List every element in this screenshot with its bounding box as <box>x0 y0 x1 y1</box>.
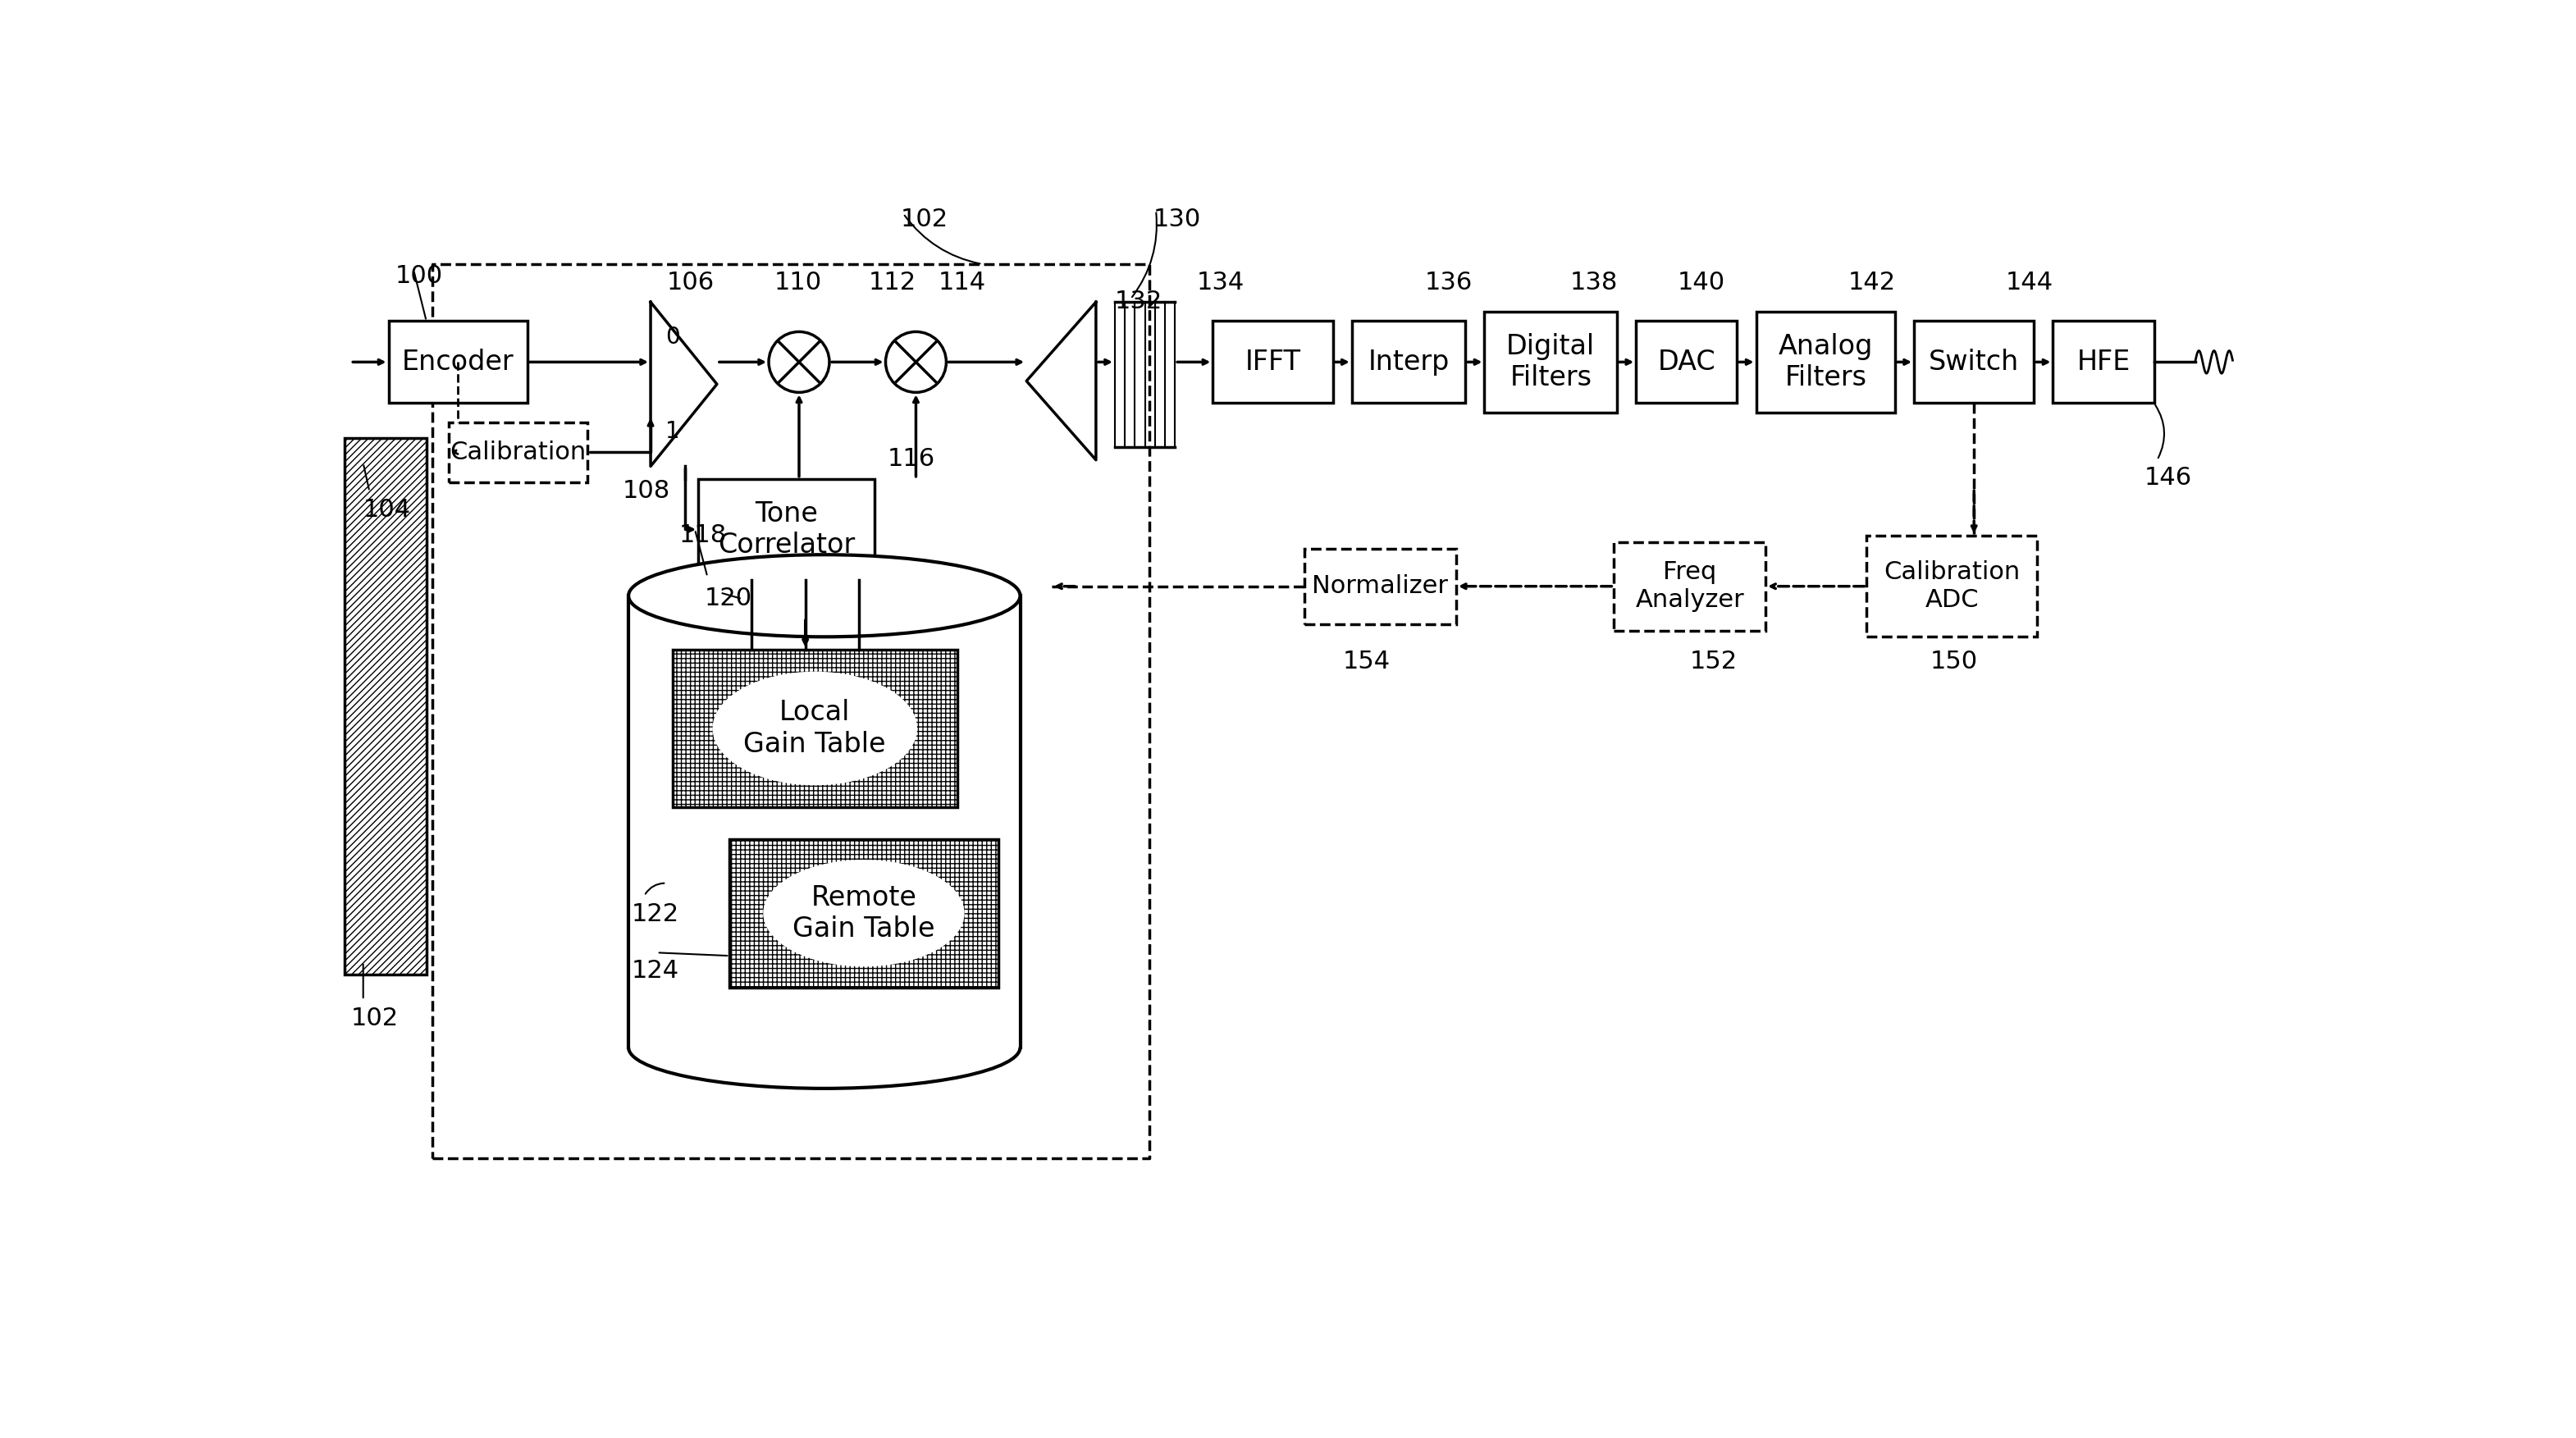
Bar <box>1352 321 1466 403</box>
Polygon shape <box>652 302 716 466</box>
Text: Local
Gain Table: Local Gain Table <box>744 699 886 758</box>
Text: 150: 150 <box>1929 650 1978 673</box>
Text: Switch: Switch <box>1929 348 2020 375</box>
Text: Normalizer: Normalizer <box>1311 574 1448 598</box>
Text: 110: 110 <box>773 270 822 295</box>
Text: 132: 132 <box>1115 289 1162 313</box>
Text: Interp: Interp <box>1368 348 1450 375</box>
Polygon shape <box>1025 302 1095 460</box>
Ellipse shape <box>762 860 963 966</box>
Text: HFE: HFE <box>2076 348 2130 375</box>
Text: 100: 100 <box>394 265 443 288</box>
Text: IFFT: IFFT <box>1244 348 1301 375</box>
Circle shape <box>886 332 945 393</box>
Text: 120: 120 <box>703 587 752 610</box>
Text: Calibration: Calibration <box>451 440 587 464</box>
Bar <box>1615 542 1765 630</box>
Text: 102: 102 <box>899 207 948 232</box>
Text: 144: 144 <box>2007 270 2053 295</box>
Text: 112: 112 <box>868 270 917 295</box>
Text: 1: 1 <box>665 420 680 443</box>
Bar <box>1213 321 1332 403</box>
Text: 152: 152 <box>1690 650 1736 673</box>
Text: Calibration
ADC: Calibration ADC <box>1883 561 2020 613</box>
Ellipse shape <box>629 555 1020 637</box>
Text: Encoder: Encoder <box>402 348 515 375</box>
Text: 146: 146 <box>2146 466 2192 490</box>
Text: 116: 116 <box>889 447 935 472</box>
Bar <box>345 437 428 975</box>
Bar <box>433 265 1149 1158</box>
Text: DAC: DAC <box>1656 348 1716 375</box>
Text: 154: 154 <box>1342 650 1391 673</box>
Bar <box>629 595 1020 1047</box>
Bar <box>2053 321 2154 403</box>
Text: Freq
Analyzer: Freq Analyzer <box>1636 561 1744 613</box>
Text: 102: 102 <box>350 1007 399 1030</box>
Bar <box>1757 312 1896 413</box>
Text: 108: 108 <box>623 479 670 503</box>
Text: 122: 122 <box>631 902 680 926</box>
Text: Analog
Filters: Analog Filters <box>1777 332 1873 391</box>
Text: 136: 136 <box>1425 270 1473 295</box>
Bar <box>1868 536 2038 637</box>
Text: Remote
Gain Table: Remote Gain Table <box>793 884 935 942</box>
Bar <box>1303 548 1455 624</box>
Text: 130: 130 <box>1154 207 1200 232</box>
Text: 106: 106 <box>667 270 714 295</box>
Text: 134: 134 <box>1198 270 1244 295</box>
Bar <box>698 479 876 580</box>
Bar <box>448 423 587 482</box>
Bar <box>1636 321 1736 403</box>
Text: 0: 0 <box>665 325 680 348</box>
Text: Tone
Correlator: Tone Correlator <box>719 500 855 558</box>
Text: 138: 138 <box>1569 270 1618 295</box>
Text: 124: 124 <box>631 959 680 982</box>
Text: 104: 104 <box>363 498 410 522</box>
Text: 114: 114 <box>938 270 987 295</box>
Text: 140: 140 <box>1677 270 1726 295</box>
Bar <box>1484 312 1618 413</box>
Text: 118: 118 <box>680 523 726 546</box>
Text: 142: 142 <box>1847 270 1896 295</box>
Bar <box>1914 321 2035 403</box>
Bar <box>389 321 528 403</box>
Bar <box>672 650 956 807</box>
Ellipse shape <box>714 672 917 785</box>
Bar <box>729 838 997 988</box>
Circle shape <box>768 332 829 393</box>
Text: Digital
Filters: Digital Filters <box>1507 332 1595 391</box>
